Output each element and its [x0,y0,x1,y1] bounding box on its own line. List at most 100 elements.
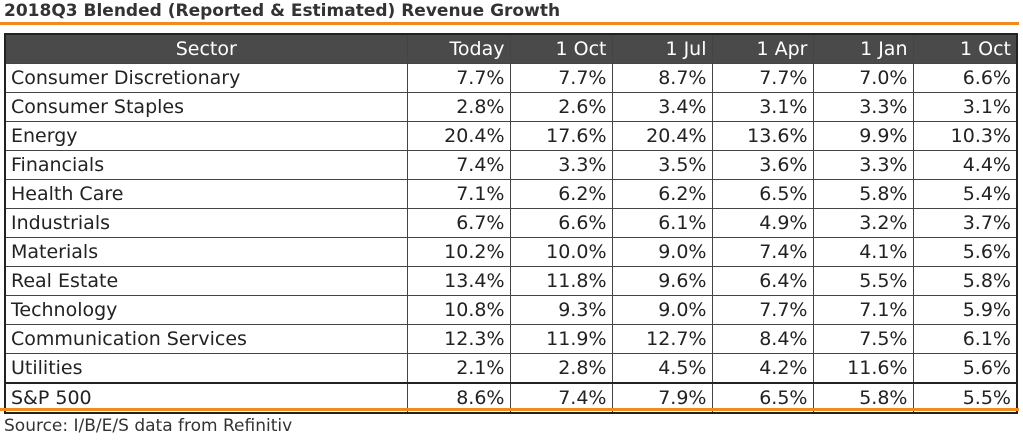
growth-value-cell: 11.9% [509,324,613,354]
growth-value-cell: 5.8% [912,266,1018,296]
growth-value-cell: 3.2% [812,208,914,238]
growth-value-cell: 7.7% [711,63,814,93]
growth-value-cell: 8.4% [711,324,814,354]
growth-value-cell: 4.2% [711,353,814,384]
sector-cell: Materials [4,237,408,267]
table-row: Financials 7.4% 3.3% 3.5% 3.6% 3.3% 4.4% [4,150,1018,180]
growth-value-cell: 6.1% [912,324,1018,354]
growth-value-cell: 6.1% [611,208,713,238]
growth-value-cell: 6.4% [711,266,814,296]
growth-value-cell: 8.7% [611,63,713,93]
growth-value-cell: 7.4% [406,150,511,180]
table-row: Consumer Staples 2.8% 2.6% 3.4% 3.1% 3.3% 3.1% [4,92,1018,122]
growth-value-cell: 3.3% [812,150,914,180]
column-header-1-oct-prior: 1 Oct [912,33,1018,64]
growth-value-cell: 3.5% [611,150,713,180]
growth-value-cell: 7.0% [812,63,914,93]
growth-value-cell: 5.6% [912,237,1018,267]
growth-value-cell: 3.6% [711,150,814,180]
growth-value-cell: 6.5% [711,179,814,209]
growth-value-cell: 11.6% [812,353,914,384]
growth-value-cell: 10.2% [406,237,511,267]
growth-value-cell: 20.4% [611,121,713,151]
table-row: Utilities 2.1% 2.8% 4.5% 4.2% 11.6% 5.6% [4,353,1018,384]
top-accent-rule [0,22,1019,25]
growth-value-cell: 2.8% [406,92,511,122]
growth-value-cell: 6.6% [912,63,1018,93]
growth-value-cell: 4.1% [812,237,914,267]
growth-value-cell: 4.5% [611,353,713,384]
growth-value-cell: 17.6% [509,121,613,151]
growth-value-cell: 7.1% [406,179,511,209]
growth-value-cell: 2.1% [406,353,511,384]
growth-value-cell: 9.6% [611,266,713,296]
bottom-accent-rule [0,408,1019,411]
sector-cell: Financials [4,150,408,180]
growth-value-cell: 3.7% [912,208,1018,238]
growth-value-cell: 3.3% [812,92,914,122]
column-header-1-oct-current: 1 Oct [509,33,613,64]
sector-cell: Real Estate [4,266,408,296]
table-row: Industrials 6.7% 6.6% 6.1% 4.9% 3.2% 3.7% [4,208,1018,238]
growth-value-cell: 2.8% [509,353,613,384]
growth-value-cell: 12.7% [611,324,713,354]
growth-value-cell: 2.6% [509,92,613,122]
revenue-growth-table: Sector Today 1 Oct 1 Jul 1 Apr 1 Jan 1 O… [4,33,1018,414]
table-row: Communication Services 12.3% 11.9% 12.7% 8.4… [4,324,1018,354]
growth-value-cell: 9.0% [611,295,713,325]
growth-value-cell: 6.2% [611,179,713,209]
growth-value-cell: 7.4% [711,237,814,267]
sector-cell: Health Care [4,179,408,209]
table-row: Technology 10.8% 9.3% 9.0% 7.7% 7.1% 5.9% [4,295,1018,325]
growth-value-cell: 4.9% [711,208,814,238]
sector-cell: Consumer Staples [4,92,408,122]
growth-value-cell: 11.8% [509,266,613,296]
table-row: Consumer Discretionary 7.7% 7.7% 8.7% 7.7% 7.… [4,63,1018,93]
growth-value-cell: 9.9% [812,121,914,151]
column-header-today: Today [406,33,511,64]
sector-cell: Consumer Discretionary [4,63,408,93]
table-row: Real Estate 13.4% 11.8% 9.6% 6.4% 5.5% 5.8% [4,266,1018,296]
growth-value-cell: 10.3% [912,121,1018,151]
growth-value-cell: 6.2% [509,179,613,209]
growth-value-cell: 6.7% [406,208,511,238]
growth-value-cell: 5.8% [812,179,914,209]
sector-cell: Energy [4,121,408,151]
growth-value-cell: 4.4% [912,150,1018,180]
growth-value-cell: 5.5% [812,266,914,296]
table-body: Consumer Discretionary 7.7% 7.7% 8.7% 7.7% 7.… [4,63,1018,414]
growth-value-cell: 7.1% [812,295,914,325]
growth-value-cell: 10.8% [406,295,511,325]
table-header-row: Sector Today 1 Oct 1 Jul 1 Apr 1 Jan 1 O… [4,33,1018,64]
table-title: 2018Q3 Blended (Reported & Estimated) Re… [4,1,561,21]
sector-cell: Communication Services [4,324,408,354]
column-header-1-apr: 1 Apr [711,33,814,64]
table-row: Health Care 7.1% 6.2% 6.2% 6.5% 5.8% 5.4% [4,179,1018,209]
column-header-1-jan: 1 Jan [812,33,914,64]
growth-value-cell: 13.4% [406,266,511,296]
column-header-1-jul: 1 Jul [611,33,713,64]
growth-value-cell: 12.3% [406,324,511,354]
growth-value-cell: 9.3% [509,295,613,325]
sector-cell: Industrials [4,208,408,238]
growth-value-cell: 7.7% [406,63,511,93]
sector-cell: Technology [4,295,408,325]
source-note: Source: I/B/E/S data from Refinitiv [4,416,293,436]
growth-value-cell: 3.1% [711,92,814,122]
growth-value-cell: 20.4% [406,121,511,151]
growth-value-cell: 7.7% [711,295,814,325]
growth-value-cell: 7.5% [812,324,914,354]
sector-cell: Utilities [4,353,408,384]
growth-value-cell: 3.1% [912,92,1018,122]
growth-value-cell: 5.4% [912,179,1018,209]
growth-value-cell: 13.6% [711,121,814,151]
column-header-sector: Sector [4,33,408,64]
table-row: Materials 10.2% 10.0% 9.0% 7.4% 4.1% 5.6% [4,237,1018,267]
table-row: Energy 20.4% 17.6% 20.4% 13.6% 9.9% 10.3% [4,121,1018,151]
growth-value-cell: 5.9% [912,295,1018,325]
growth-value-cell: 3.4% [611,92,713,122]
growth-value-cell: 9.0% [611,237,713,267]
growth-value-cell: 7.7% [509,63,613,93]
growth-value-cell: 6.6% [509,208,613,238]
growth-value-cell: 5.6% [912,353,1018,384]
